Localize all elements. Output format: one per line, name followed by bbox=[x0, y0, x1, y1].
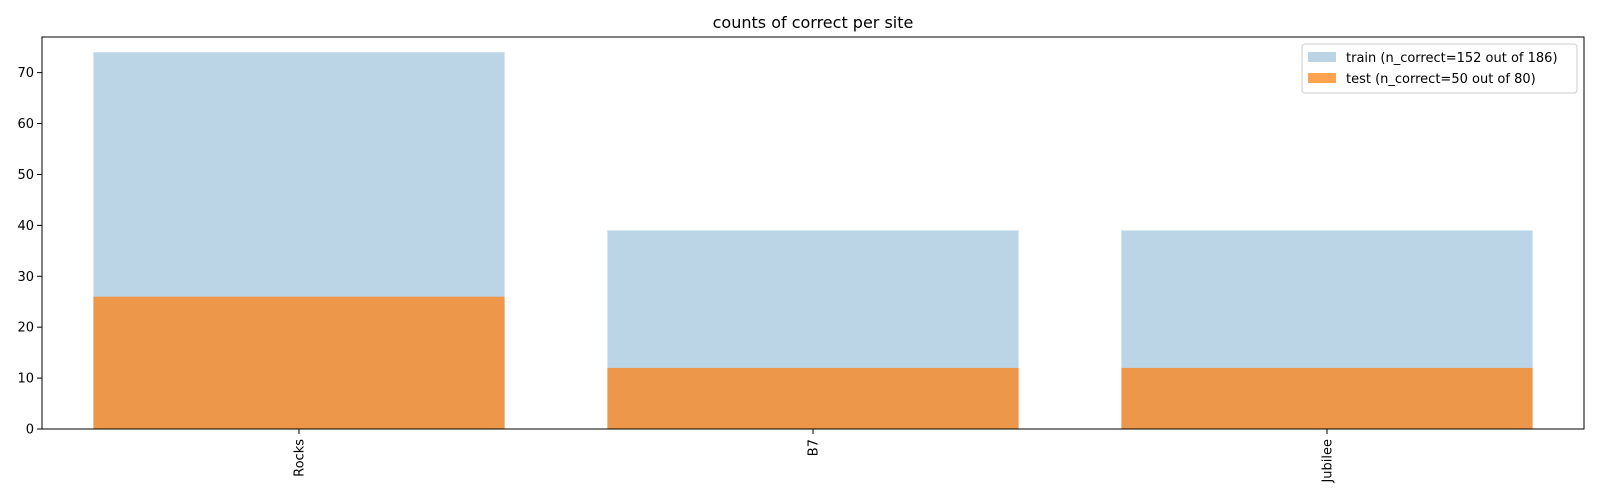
y-tick-label: 60 bbox=[17, 117, 34, 132]
x-tick-label: B7 bbox=[807, 439, 822, 456]
bar-test-b7 bbox=[607, 367, 1019, 429]
y-tick-label: 10 bbox=[17, 372, 34, 387]
legend-swatch-test bbox=[1308, 73, 1336, 83]
y-tick-label: 30 bbox=[17, 270, 34, 285]
y-tick-label: 40 bbox=[17, 219, 34, 234]
bar-test-rocks bbox=[93, 296, 505, 429]
chart-title: counts of correct per site bbox=[713, 13, 914, 32]
y-tick-label: 20 bbox=[17, 321, 34, 336]
x-tick-label: Jubilee bbox=[1321, 439, 1336, 484]
legend-box bbox=[1301, 43, 1578, 94]
x-tick-label: Rocks bbox=[293, 439, 308, 477]
y-tick-label: 70 bbox=[17, 66, 34, 81]
x-axis: Rocks B7 Jubilee bbox=[293, 429, 1336, 484]
y-axis: 0 10 20 30 40 50 60 70 bbox=[17, 66, 42, 438]
legend-label-train: train (n_correct=152 out of 186) bbox=[1346, 51, 1558, 66]
bar-test-jubilee bbox=[1121, 367, 1533, 429]
legend-label-test: test (n_correct=50 out of 80) bbox=[1346, 72, 1536, 87]
legend: train (n_correct=152 out of 186) test (n_… bbox=[1301, 43, 1578, 94]
y-tick-label: 50 bbox=[17, 168, 34, 183]
bars-group bbox=[93, 52, 1533, 429]
legend-swatch-train bbox=[1308, 52, 1336, 62]
y-tick-label: 0 bbox=[26, 423, 34, 438]
